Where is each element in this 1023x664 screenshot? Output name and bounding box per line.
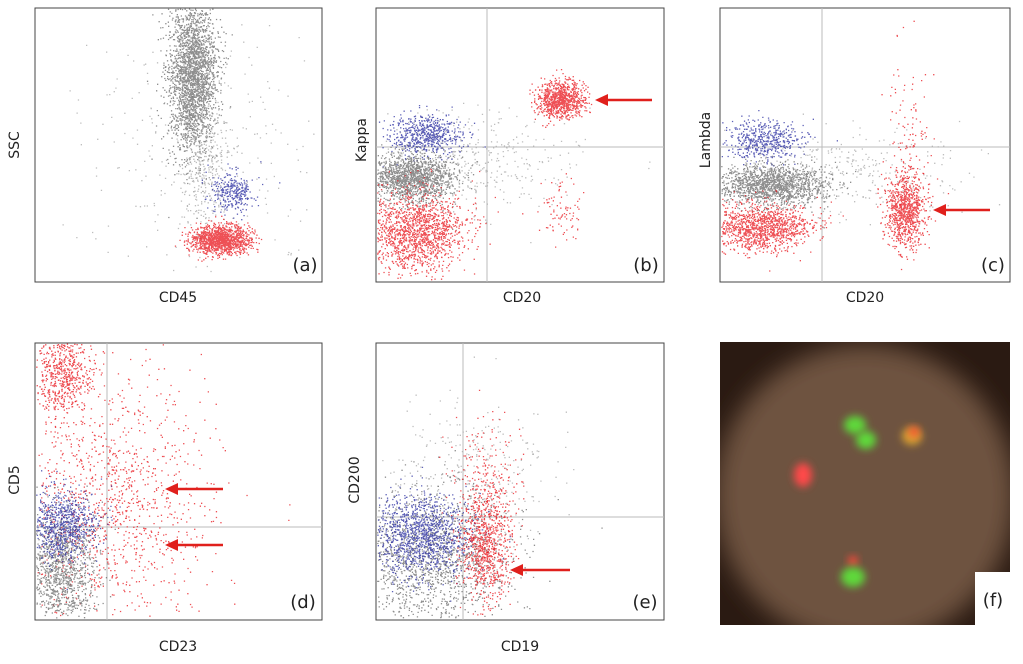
dot-cloud — [165, 98, 251, 259]
green-signal — [844, 416, 866, 434]
panel-label: (c) — [981, 255, 1005, 276]
dot-cloud — [721, 189, 844, 272]
fish-image — [720, 342, 1010, 625]
panel-label: (f) — [983, 590, 1003, 611]
dot-cloud — [448, 479, 520, 616]
x-axis-label: CD20 — [846, 290, 884, 306]
red-signal — [848, 556, 858, 566]
label-box — [975, 572, 1010, 625]
plot-frame — [719, 7, 1011, 283]
dot-cloud — [377, 168, 524, 281]
dot-cloud — [201, 161, 281, 221]
x-axis-label: CD45 — [159, 290, 197, 306]
dot-cloud — [529, 68, 593, 128]
x-axis-label: CD20 — [503, 290, 541, 306]
plot-frame — [375, 7, 665, 283]
dot-cloud — [146, 8, 233, 219]
panel-label: (e) — [632, 592, 657, 613]
arrow-head — [595, 94, 608, 106]
y-axis-label: CD200 — [347, 456, 363, 503]
dot-cloud — [877, 154, 950, 271]
dot-cloud — [377, 144, 479, 231]
dot-cloud — [377, 466, 511, 602]
labels: SSC CD45 (a) Kappa CD20 (b) Lambda CD20 … — [7, 112, 1005, 655]
x-axis-label: CD23 — [159, 639, 197, 655]
dot-cloud — [36, 343, 113, 428]
y-axis-label: Lambda — [698, 112, 714, 168]
nucleus — [720, 345, 1010, 625]
dot-cloud — [382, 356, 575, 580]
y-axis-label: SSC — [7, 131, 23, 159]
green-signal — [841, 567, 865, 587]
arrow-head — [165, 539, 178, 551]
plot-frame — [34, 7, 323, 283]
x-axis-label: CD19 — [501, 639, 539, 655]
dot-cloud — [721, 155, 864, 229]
y-axis-label: Kappa — [354, 118, 370, 162]
y-axis-label: CD5 — [7, 465, 23, 494]
plot-frame — [375, 342, 665, 621]
red-signal — [794, 463, 812, 487]
panel-label: (a) — [292, 255, 317, 276]
arrow-head — [510, 564, 523, 576]
dot-cloud — [174, 215, 263, 262]
plot-frame — [34, 342, 323, 621]
dot-cloud — [36, 470, 121, 591]
panel-label: (b) — [633, 255, 658, 276]
arrow-head — [933, 204, 946, 216]
dot-clouds — [36, 8, 1001, 619]
red-signal — [909, 427, 919, 437]
green-signal — [856, 431, 876, 449]
panel-label: (d) — [290, 592, 315, 613]
dot-cloud — [537, 173, 585, 248]
arrows — [165, 94, 990, 576]
dot-cloud — [378, 104, 486, 168]
arrow-head — [165, 483, 178, 495]
